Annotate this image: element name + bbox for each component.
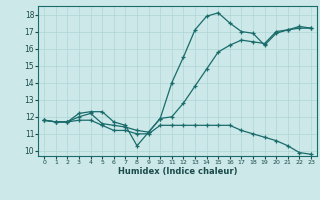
X-axis label: Humidex (Indice chaleur): Humidex (Indice chaleur) bbox=[118, 167, 237, 176]
